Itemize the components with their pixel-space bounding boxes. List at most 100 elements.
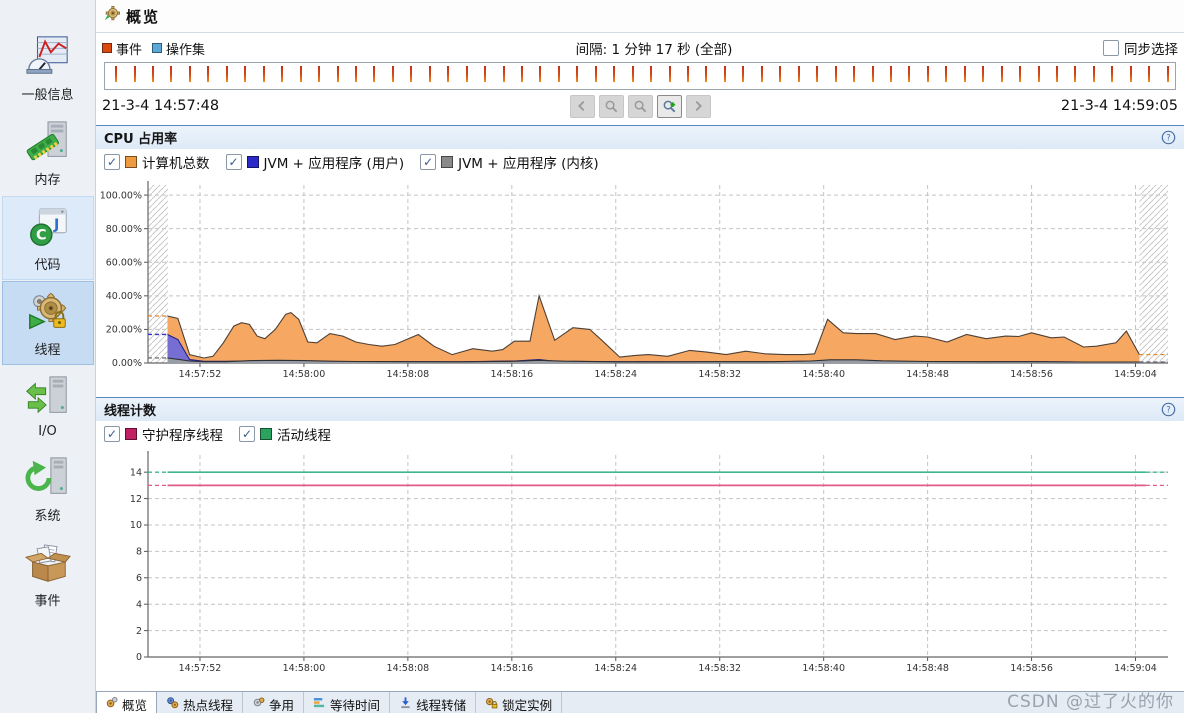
zoom-reset-button[interactable] (627, 94, 653, 118)
cpu-usage-chart[interactable]: 0.00% 20.00% 40.00% 60.00% 80.00% 100.00% 14:5… (98, 175, 1178, 397)
events-icon (3, 538, 93, 588)
tab-热点线程[interactable]: 热点线程 (157, 692, 244, 713)
svg-text:14:59:04: 14:59:04 (1114, 369, 1157, 380)
svg-text:100.00%: 100.00% (100, 190, 142, 201)
svg-text:?: ? (1166, 405, 1170, 415)
event-tick (816, 66, 819, 82)
sidebar-item-label: 系统 (34, 509, 61, 524)
event-tick (760, 66, 763, 82)
help-icon[interactable]: ? (1160, 402, 1176, 418)
event-tick (963, 66, 966, 82)
series-toggle[interactable]: 计算机总数 (104, 152, 210, 172)
thread-panel-title: 线程计数 (104, 404, 157, 419)
checkbox-icon[interactable] (1103, 40, 1119, 56)
tab-概览[interactable]: 概览 (96, 692, 158, 713)
sidebar-item-label: 代码 (34, 258, 61, 273)
sidebar-item-label: 内存 (34, 173, 61, 188)
overview-tab-icon (105, 696, 118, 712)
svg-text:14:58:56: 14:58:56 (1010, 369, 1053, 380)
tab-label: 争用 (269, 697, 295, 713)
pan-left-button[interactable] (569, 94, 595, 118)
timeline-footer: 21-3-4 14:57:48 21-3-4 14:59:05 (102, 91, 1178, 121)
help-icon[interactable]: ? (1160, 130, 1176, 146)
svg-text:2: 2 (136, 626, 142, 637)
event-tick (391, 66, 394, 82)
svg-text:14:58:00: 14:58:00 (283, 369, 326, 380)
thread-count-chart[interactable]: 0 2 4 6 8 10 12 14 14:57:52 14:58:00 14:58:08 14:58… (98, 447, 1178, 691)
svg-text:40.00%: 40.00% (106, 291, 142, 302)
event-tick (1111, 66, 1114, 82)
interval-label: 间隔: 1 分钟 17 秒 (全部) (575, 42, 733, 58)
event-tick (1037, 66, 1040, 82)
pan-right-button[interactable] (685, 94, 711, 118)
timeline-start-time: 21-3-4 14:57:48 (102, 98, 220, 114)
event-tick (115, 66, 118, 82)
legend-label: JVM + 应用程序 (内核) (458, 156, 599, 172)
series-toggle[interactable]: 活动线程 (239, 424, 331, 444)
sidebar-item-memory[interactable]: 内存 (2, 111, 94, 195)
event-tick (262, 66, 265, 82)
event-tick (281, 66, 284, 82)
threads-icon (3, 287, 93, 337)
sidebar-item-events[interactable]: 事件 (2, 532, 94, 616)
svg-text:14:57:52: 14:57:52 (179, 369, 222, 380)
io-icon (3, 372, 93, 422)
event-tick (1000, 66, 1003, 82)
event-tick (336, 66, 339, 82)
sidebar-item-general-info[interactable]: 一般信息 (2, 26, 94, 110)
checkbox-icon[interactable] (225, 154, 242, 170)
sidebar: 一般信息内存 J C 代码线程 I/O 系统事件 (0, 0, 96, 713)
sidebar-item-threads[interactable]: 线程 (1, 281, 94, 365)
event-tick (502, 66, 505, 82)
checkbox-icon[interactable] (104, 154, 120, 170)
memory-icon (3, 117, 93, 167)
series-toggle[interactable]: JVM + 应用程序 (内核) (420, 152, 599, 172)
series-toggle[interactable]: JVM + 应用程序 (用户) (225, 152, 405, 172)
checkbox-icon[interactable] (420, 154, 437, 170)
event-tick (779, 66, 782, 82)
timeline-legend: 事件 操作集 (102, 39, 205, 58)
page-header: 概览 (96, 0, 1184, 33)
wait-times-tab-icon (313, 696, 326, 712)
zoom-out-button[interactable] (598, 94, 624, 118)
tab-等待时间[interactable]: 等待时间 (304, 692, 391, 713)
event-tick (1092, 66, 1095, 82)
svg-text:60.00%: 60.00% (106, 257, 142, 268)
tab-锁定实例[interactable]: 锁定实例 (476, 692, 563, 713)
event-tick (1129, 66, 1132, 82)
timeline-toolbar: 事件 操作集 间隔: 1 分钟 17 秒 (全部) 同步选择 (102, 35, 1178, 61)
timeline-range-selector[interactable] (104, 62, 1176, 90)
sidebar-item-system[interactable]: 系统 (2, 447, 94, 531)
hot-threads-tab-icon (166, 696, 179, 712)
sidebar-item-io[interactable]: I/O (2, 366, 94, 446)
event-tick (133, 66, 136, 82)
event-tick (723, 66, 726, 82)
tab-线程转储[interactable]: 线程转储 (390, 692, 477, 713)
series-toggle[interactable]: 守护程序线程 (104, 424, 223, 444)
legend-label: JVM + 应用程序 (用户) (263, 156, 405, 172)
general-info-icon (3, 32, 93, 82)
legend-label: 计算机总数 (142, 156, 210, 172)
thread-dump-tab-icon (399, 696, 412, 712)
legend-label: 操作集 (166, 42, 206, 58)
locked-instances-tab-icon (485, 696, 498, 712)
svg-text:14:58:40: 14:58:40 (802, 663, 845, 674)
event-tick (687, 66, 690, 82)
event-tick (299, 66, 302, 82)
svg-text:14:58:48: 14:58:48 (906, 369, 949, 380)
event-tick (853, 66, 856, 82)
timeline-legend-item: 操作集 (152, 39, 205, 58)
sidebar-item-code[interactable]: J C 代码 (1, 196, 94, 280)
zoom-in-button[interactable] (656, 94, 682, 118)
tab-争用[interactable]: 争用 (243, 692, 305, 713)
cpu-panel-header: CPU 占用率 ? (96, 126, 1184, 149)
checkbox-icon[interactable] (239, 426, 255, 442)
sync-selection-checkbox[interactable]: 同步选择 (1103, 38, 1178, 58)
event-tick (354, 66, 357, 82)
checkbox-icon[interactable] (104, 426, 120, 442)
svg-text:14:58:16: 14:58:16 (490, 369, 533, 380)
event-tick (576, 66, 579, 82)
event-tick (742, 66, 745, 82)
svg-text:14:58:00: 14:58:00 (283, 663, 326, 674)
